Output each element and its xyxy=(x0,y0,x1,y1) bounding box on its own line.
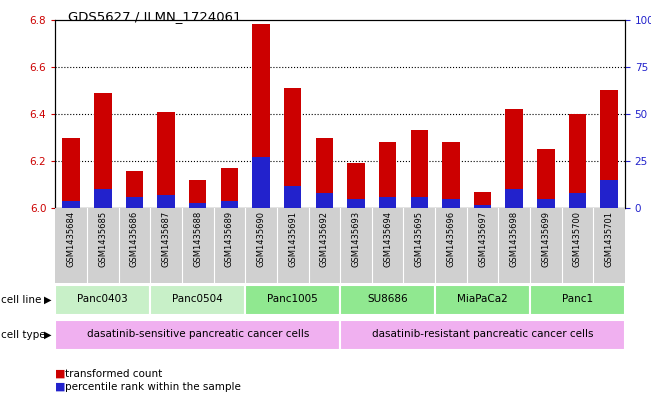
Bar xyxy=(62,201,80,208)
Text: GSM1435695: GSM1435695 xyxy=(415,211,424,266)
Text: Panc0403: Panc0403 xyxy=(77,294,128,304)
Bar xyxy=(474,192,492,208)
Bar xyxy=(340,285,435,315)
Bar xyxy=(94,189,111,208)
Text: GSM1435685: GSM1435685 xyxy=(98,211,107,267)
Text: Panc0504: Panc0504 xyxy=(173,294,223,304)
Bar xyxy=(411,130,428,208)
Text: transformed count: transformed count xyxy=(65,369,162,379)
Text: GSM1435684: GSM1435684 xyxy=(66,211,76,267)
Text: percentile rank within the sample: percentile rank within the sample xyxy=(65,382,241,392)
Bar xyxy=(284,88,301,208)
Text: cell type: cell type xyxy=(1,330,46,340)
Bar xyxy=(435,285,530,315)
Bar xyxy=(340,320,625,350)
Text: GSM1435698: GSM1435698 xyxy=(510,211,519,267)
Text: GSM1435694: GSM1435694 xyxy=(383,211,392,266)
Text: cell line: cell line xyxy=(1,295,41,305)
Text: GSM1435700: GSM1435700 xyxy=(573,211,582,266)
Text: GSM1435686: GSM1435686 xyxy=(130,211,139,267)
Text: GSM1435690: GSM1435690 xyxy=(256,211,266,266)
Bar xyxy=(158,112,175,208)
Bar xyxy=(537,199,555,208)
Bar xyxy=(221,201,238,208)
Bar xyxy=(600,180,618,208)
Bar xyxy=(189,180,206,208)
Bar xyxy=(316,193,333,208)
Text: dasatinib-resistant pancreatic cancer cells: dasatinib-resistant pancreatic cancer ce… xyxy=(372,329,593,340)
Bar xyxy=(245,285,340,315)
Text: SU8686: SU8686 xyxy=(367,294,408,304)
Text: GSM1435689: GSM1435689 xyxy=(225,211,234,267)
Text: ■: ■ xyxy=(55,382,66,392)
Text: GSM1435692: GSM1435692 xyxy=(320,211,329,266)
Bar xyxy=(189,203,206,208)
Text: ▶: ▶ xyxy=(44,330,51,340)
Text: GSM1435693: GSM1435693 xyxy=(352,211,361,267)
Text: ▶: ▶ xyxy=(44,295,51,305)
Bar xyxy=(600,90,618,208)
Bar xyxy=(55,285,150,315)
Text: dasatinib-sensitive pancreatic cancer cells: dasatinib-sensitive pancreatic cancer ce… xyxy=(87,329,309,340)
Bar xyxy=(55,320,340,350)
Text: GSM1435701: GSM1435701 xyxy=(605,211,614,266)
Bar xyxy=(221,168,238,208)
Bar xyxy=(569,114,586,208)
Bar xyxy=(474,204,492,208)
Bar xyxy=(530,285,625,315)
Text: GSM1435696: GSM1435696 xyxy=(447,211,456,267)
Bar xyxy=(62,138,80,208)
Bar xyxy=(411,197,428,208)
Bar xyxy=(150,285,245,315)
Bar xyxy=(94,93,111,208)
Bar xyxy=(284,185,301,208)
Bar xyxy=(126,171,143,208)
Text: Panc1: Panc1 xyxy=(562,294,593,304)
Text: GDS5627 / ILMN_1724061: GDS5627 / ILMN_1724061 xyxy=(68,10,242,23)
Text: MiaPaCa2: MiaPaCa2 xyxy=(457,294,508,304)
Bar xyxy=(347,163,365,208)
Bar xyxy=(158,195,175,208)
Text: ■: ■ xyxy=(55,369,66,379)
Bar xyxy=(569,193,586,208)
Bar xyxy=(347,199,365,208)
Bar xyxy=(253,157,270,208)
Bar xyxy=(505,189,523,208)
Text: GSM1435691: GSM1435691 xyxy=(288,211,297,266)
Bar xyxy=(505,109,523,208)
Text: GSM1435687: GSM1435687 xyxy=(161,211,171,267)
Bar xyxy=(379,142,396,208)
Bar xyxy=(537,149,555,208)
Bar xyxy=(253,24,270,208)
Text: GSM1435688: GSM1435688 xyxy=(193,211,202,267)
Bar xyxy=(126,197,143,208)
Text: GSM1435697: GSM1435697 xyxy=(478,211,487,267)
Bar xyxy=(379,197,396,208)
Bar xyxy=(442,199,460,208)
Bar xyxy=(442,142,460,208)
Text: Panc1005: Panc1005 xyxy=(268,294,318,304)
Text: GSM1435699: GSM1435699 xyxy=(542,211,550,266)
Bar xyxy=(316,138,333,208)
